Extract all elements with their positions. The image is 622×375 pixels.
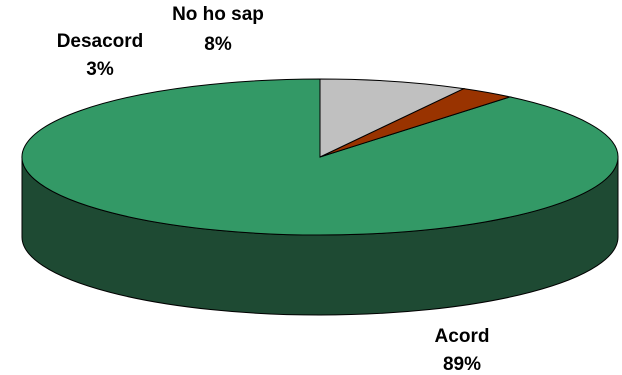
slice-label-desacord: Desacord: [57, 31, 144, 52]
pie-slice-no-ho-sap: [319, 78, 466, 158]
slice-value-acord: 89%: [443, 354, 481, 375]
slice-value-no-ho-sap: 8%: [204, 34, 232, 55]
slice-label-no-ho-sap: No ho sap: [172, 4, 264, 25]
slice-value-desacord: 3%: [86, 59, 114, 80]
slice-label-acord: Acord: [435, 326, 490, 347]
